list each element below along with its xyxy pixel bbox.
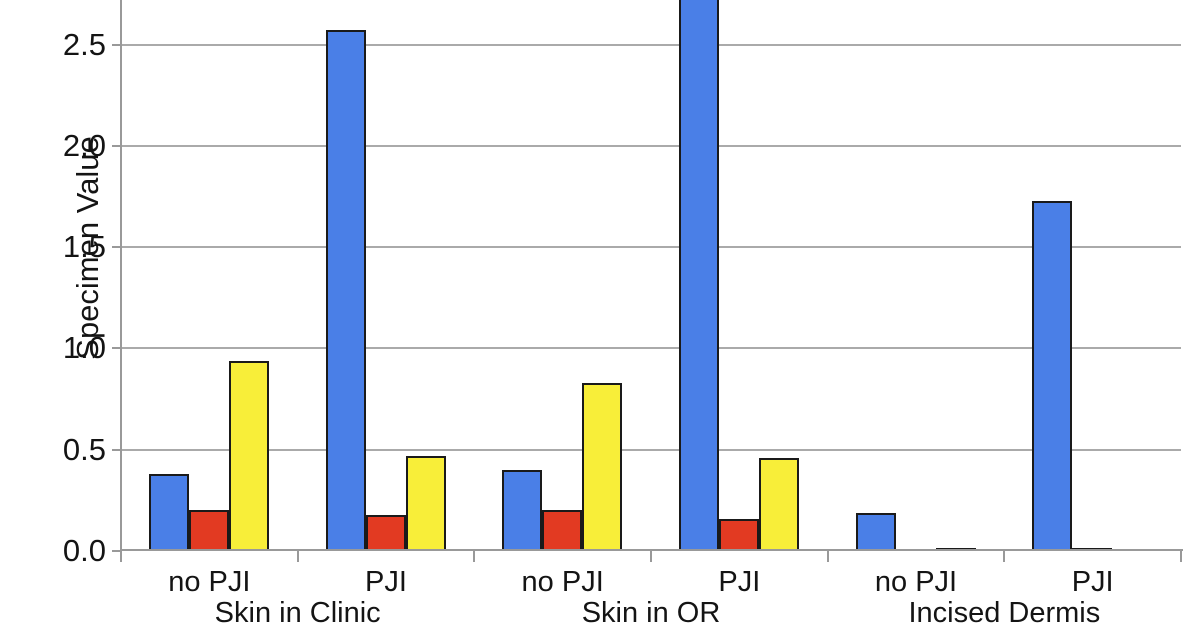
gridline xyxy=(121,43,1181,46)
y-axis-tick xyxy=(112,246,121,249)
x-category-label: no PJI xyxy=(874,566,958,598)
blue-series-bar xyxy=(855,513,896,551)
x-axis-tick xyxy=(1003,551,1006,562)
gridline xyxy=(121,347,1181,350)
blue-series-bar xyxy=(502,470,543,551)
x-category-label: no PJI xyxy=(168,566,251,598)
plot-area xyxy=(121,0,1181,551)
category-group xyxy=(121,0,298,551)
x-axis-tick xyxy=(650,551,652,562)
x-category-label: no PJI xyxy=(521,566,604,598)
gridline xyxy=(121,448,1181,451)
yellow-series-bar xyxy=(759,458,799,551)
gridline xyxy=(121,246,1181,249)
y-axis-tick xyxy=(112,550,121,552)
y-tick-label: 0.5 xyxy=(62,431,106,467)
category-group xyxy=(474,0,651,551)
red-series-bar xyxy=(719,519,759,551)
red-series-bar xyxy=(365,515,406,551)
yellow-series-bar xyxy=(229,361,269,551)
yellow-series-bar xyxy=(405,456,446,551)
y-tick-label: 1.0 xyxy=(62,330,106,366)
gridline xyxy=(121,144,1181,147)
y-axis-tick xyxy=(112,144,121,147)
category-group xyxy=(1004,0,1181,551)
x-axis-tick xyxy=(120,551,122,562)
category-group xyxy=(298,0,475,551)
y-tick-label: 1.5 xyxy=(62,229,106,265)
x-axis-tick xyxy=(1180,551,1182,562)
y-tick-label: 2.0 xyxy=(62,127,106,163)
y-tick-label: 0.0 xyxy=(62,533,106,568)
blue-series-bar xyxy=(1032,201,1073,551)
yellow-series-bar xyxy=(582,383,623,551)
red-series-bar xyxy=(189,510,229,551)
x-group-label: Skin in Clinic xyxy=(214,597,381,629)
y-axis-tick xyxy=(112,347,121,350)
x-group-label: Skin in OR xyxy=(581,597,721,629)
red-series-bar xyxy=(542,510,583,551)
x-category-label: PJI xyxy=(365,566,407,598)
category-group xyxy=(828,0,1005,551)
blue-series-bar xyxy=(679,0,719,551)
y-axis-line xyxy=(120,0,122,551)
x-category-label: PJI xyxy=(1071,566,1114,598)
x-axis-tick xyxy=(473,551,476,562)
x-category-label: PJI xyxy=(718,566,761,598)
y-axis-tick xyxy=(112,43,121,46)
x-axis-tick xyxy=(826,551,829,562)
category-group xyxy=(651,0,828,551)
blue-series-bar xyxy=(325,30,366,551)
y-axis-tick xyxy=(112,448,121,451)
x-axis-line xyxy=(121,549,1183,551)
x-group-label: Incised Dermis xyxy=(908,597,1101,629)
y-tick-label: 2.5 xyxy=(62,26,106,62)
blue-series-bar xyxy=(149,474,189,551)
x-axis-tick xyxy=(296,551,299,562)
